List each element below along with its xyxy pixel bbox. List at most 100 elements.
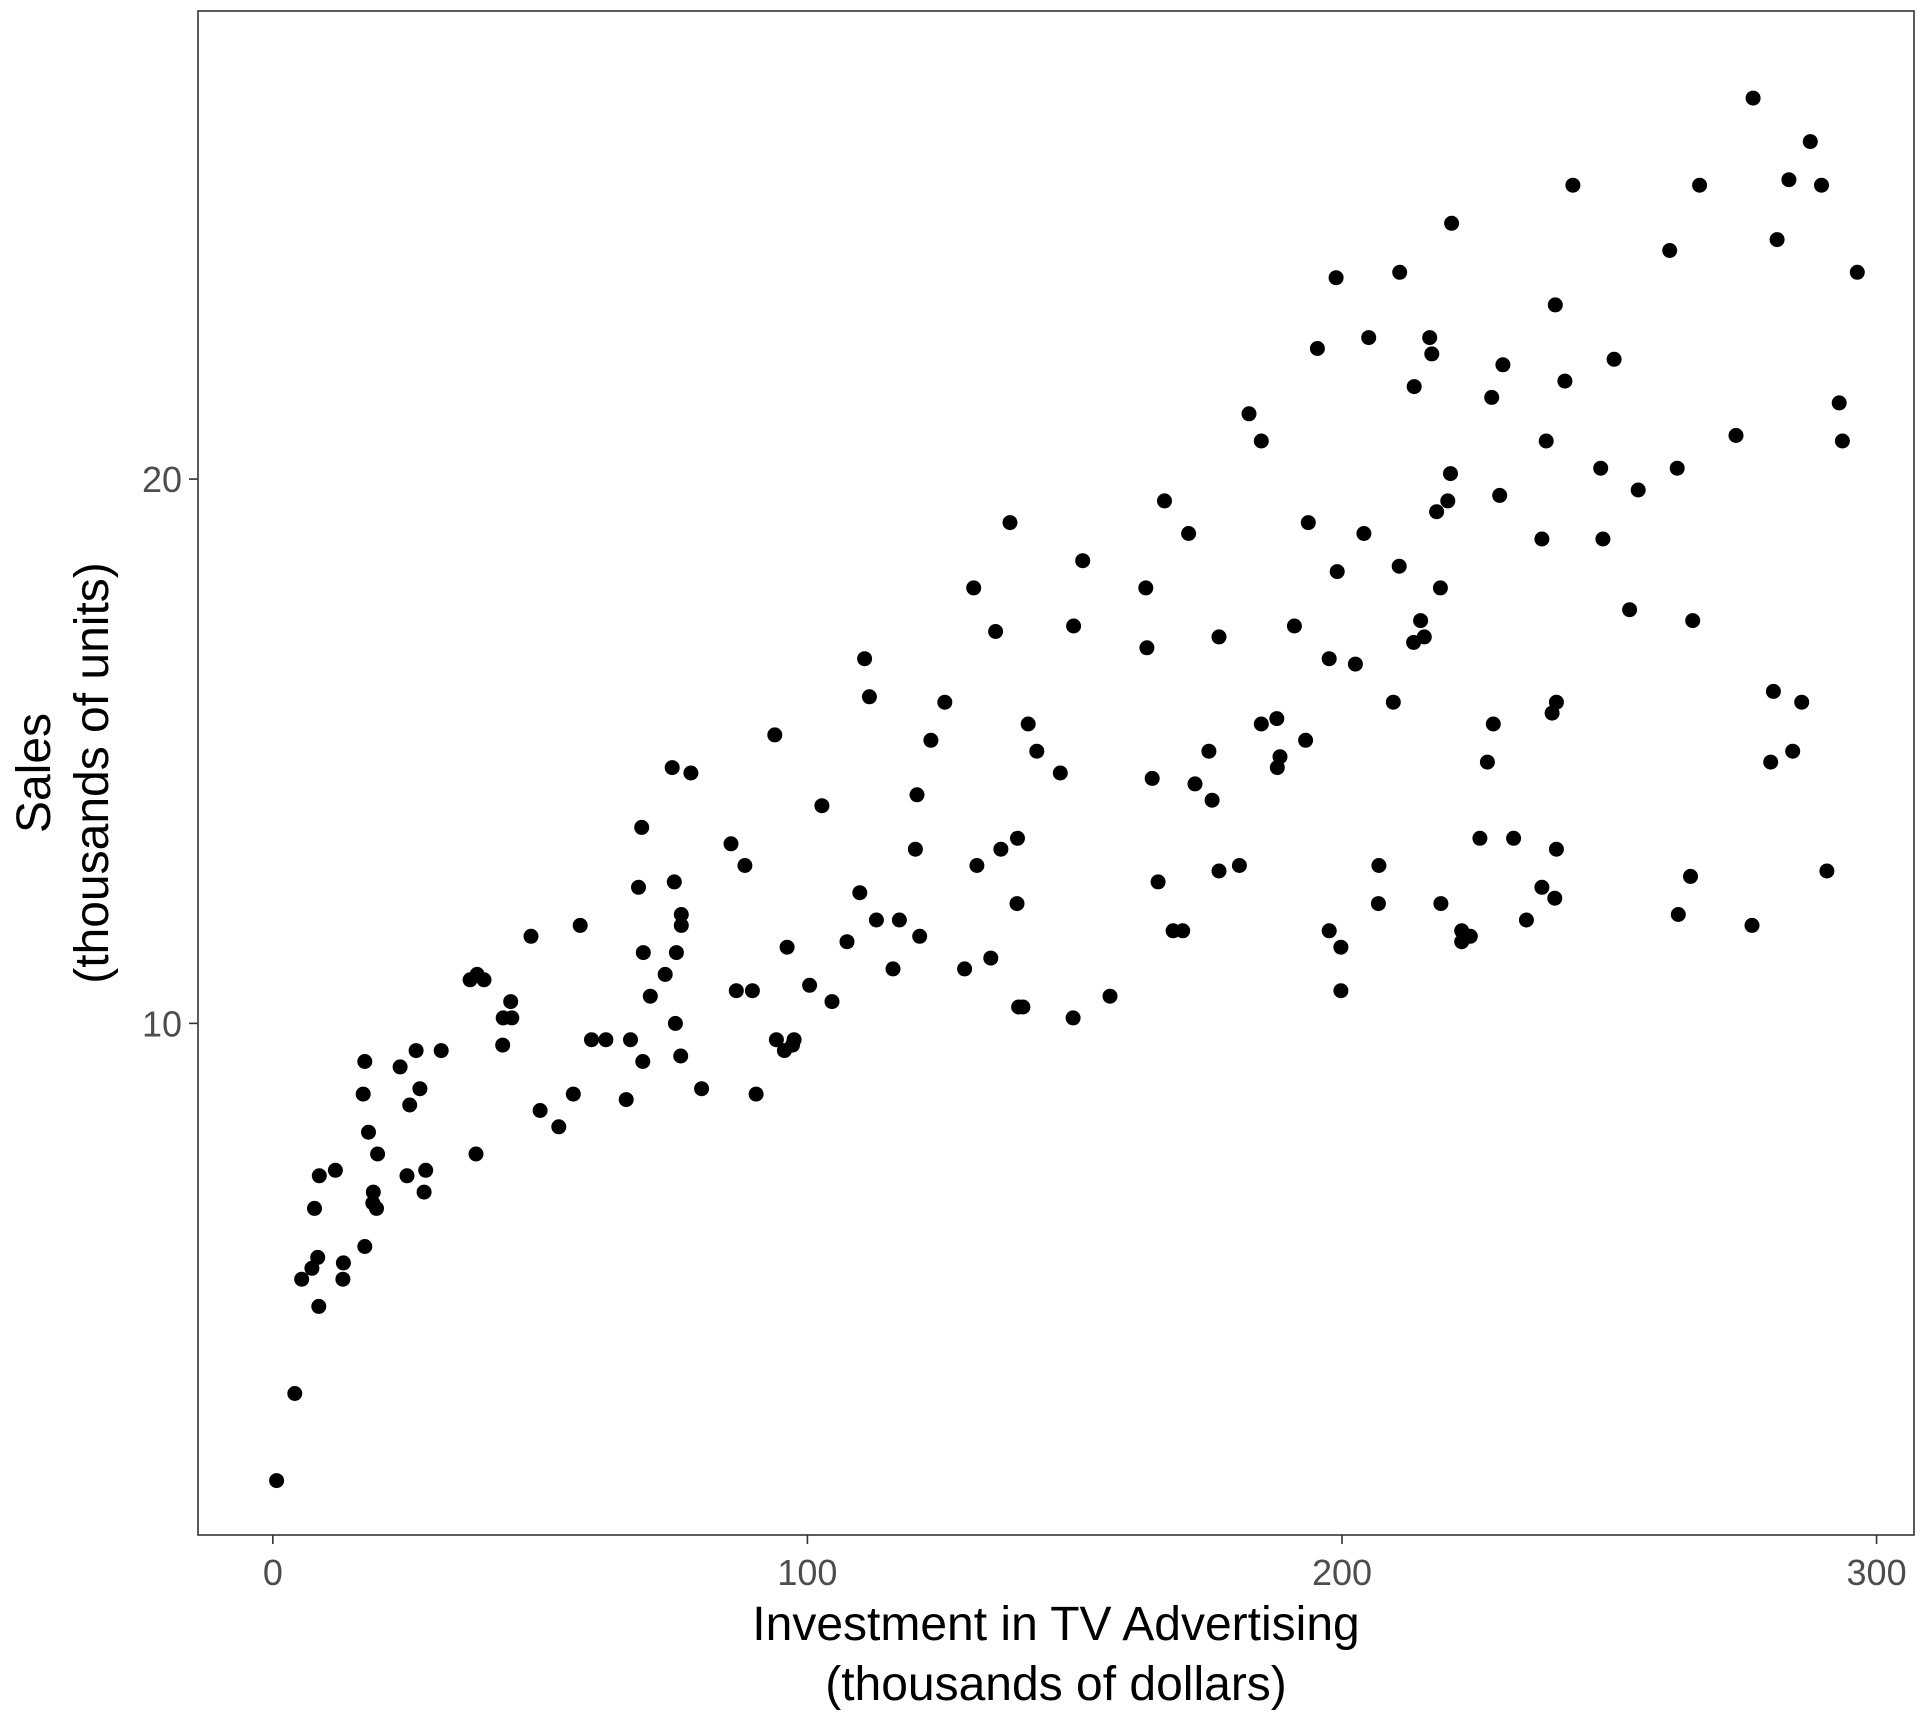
- data-point-112: [1201, 743, 1217, 759]
- data-point-71: [814, 798, 830, 814]
- data-point-103: [1138, 580, 1154, 596]
- data-point-196: [1819, 863, 1835, 879]
- data-point-4: [307, 1200, 322, 1216]
- data-point-110: [1181, 526, 1197, 541]
- data-point-40: [584, 1032, 599, 1048]
- data-point-99: [1065, 1010, 1081, 1026]
- data-point-93: [1010, 830, 1025, 846]
- data-point-86: [966, 580, 982, 596]
- data-point-163: [1518, 912, 1534, 928]
- data-point-117: [1241, 406, 1257, 422]
- data-point-19: [392, 1059, 408, 1075]
- data-point-169: [1547, 297, 1563, 313]
- data-point-126: [1309, 341, 1325, 356]
- data-point-113: [1204, 792, 1220, 808]
- data-point-17: [369, 1200, 384, 1216]
- data-point-42: [618, 1092, 634, 1108]
- data-point-195: [1814, 177, 1829, 193]
- data-point-101: [1075, 553, 1091, 569]
- data-point-24: [418, 1162, 434, 1178]
- data-point-12: [357, 1054, 373, 1069]
- data-point-48: [642, 988, 658, 1004]
- data-point-181: [1670, 907, 1686, 922]
- data-point-7: [311, 1168, 327, 1184]
- data-point-83: [923, 732, 939, 748]
- data-point-45: [634, 819, 650, 835]
- data-point-136: [1370, 896, 1386, 912]
- data-point-79: [891, 912, 907, 928]
- data-point-184: [1692, 177, 1708, 193]
- data-point-76: [861, 689, 877, 705]
- data-point-132: [1333, 983, 1349, 999]
- data-point-187: [1745, 90, 1761, 106]
- data-point-73: [839, 934, 855, 950]
- data-point-52: [667, 1015, 683, 1031]
- data-point-44: [631, 879, 646, 895]
- data-point-90: [993, 841, 1009, 857]
- data-point-197: [1834, 433, 1850, 449]
- data-point-186: [1744, 917, 1760, 933]
- data-point-138: [1385, 694, 1401, 710]
- data-point-173: [1565, 177, 1581, 193]
- data-point-179: [1662, 243, 1678, 258]
- y-tick-label-10: 10: [142, 1003, 182, 1044]
- data-point-75: [857, 651, 873, 667]
- data-point-159: [1485, 716, 1501, 732]
- data-point-8: [327, 1162, 343, 1178]
- data-point-177: [1622, 602, 1638, 618]
- data-point-160: [1492, 487, 1508, 503]
- data-point-21: [402, 1097, 418, 1113]
- data-point-143: [1413, 613, 1429, 629]
- data-point-130: [1329, 564, 1345, 580]
- data-point-30: [476, 972, 492, 988]
- data-point-174: [1593, 460, 1609, 476]
- data-point-123: [1286, 618, 1302, 634]
- data-point-128: [1321, 651, 1337, 667]
- data-point-102: [1102, 988, 1118, 1004]
- data-point-129: [1328, 270, 1344, 286]
- data-point-100: [1066, 618, 1082, 634]
- data-point-122: [1272, 749, 1288, 765]
- data-point-131: [1333, 939, 1349, 955]
- data-point-2: [294, 1271, 310, 1287]
- data-point-193: [1794, 694, 1810, 710]
- data-point-190: [1769, 232, 1785, 248]
- data-point-85: [957, 961, 973, 977]
- data-point-89: [988, 624, 1004, 639]
- data-point-49: [657, 966, 673, 982]
- data-point-119: [1253, 433, 1269, 449]
- data-point-51: [666, 874, 682, 890]
- data-point-78: [885, 961, 901, 977]
- data-point-53: [668, 945, 684, 961]
- data-point-114: [1211, 863, 1227, 879]
- data-point-80: [907, 841, 923, 857]
- data-point-198: [1831, 395, 1847, 411]
- data-point-185: [1728, 428, 1744, 443]
- data-point-96: [1020, 716, 1036, 732]
- data-point-74: [852, 885, 868, 901]
- data-point-26: [433, 1043, 449, 1059]
- data-point-98: [1052, 765, 1068, 781]
- data-point-6: [311, 1298, 327, 1314]
- data-point-147: [1429, 504, 1445, 520]
- data-point-97: [1029, 743, 1045, 759]
- data-point-9: [335, 1271, 351, 1287]
- data-point-50: [664, 760, 680, 776]
- data-points: [269, 90, 1865, 1489]
- data-point-0: [269, 1473, 285, 1489]
- data-point-116: [1231, 858, 1247, 873]
- data-point-1: [287, 1386, 303, 1401]
- data-point-134: [1356, 526, 1372, 541]
- data-point-64: [767, 727, 783, 743]
- data-point-87: [969, 858, 985, 873]
- data-point-140: [1392, 264, 1408, 280]
- data-point-33: [503, 994, 519, 1010]
- data-point-84: [937, 694, 953, 710]
- data-point-92: [1009, 896, 1025, 912]
- data-point-118: [1253, 716, 1269, 732]
- data-point-46: [635, 1054, 651, 1069]
- data-point-182: [1683, 868, 1698, 884]
- data-point-183: [1685, 613, 1701, 629]
- data-point-115: [1211, 629, 1227, 645]
- data-point-176: [1606, 351, 1622, 367]
